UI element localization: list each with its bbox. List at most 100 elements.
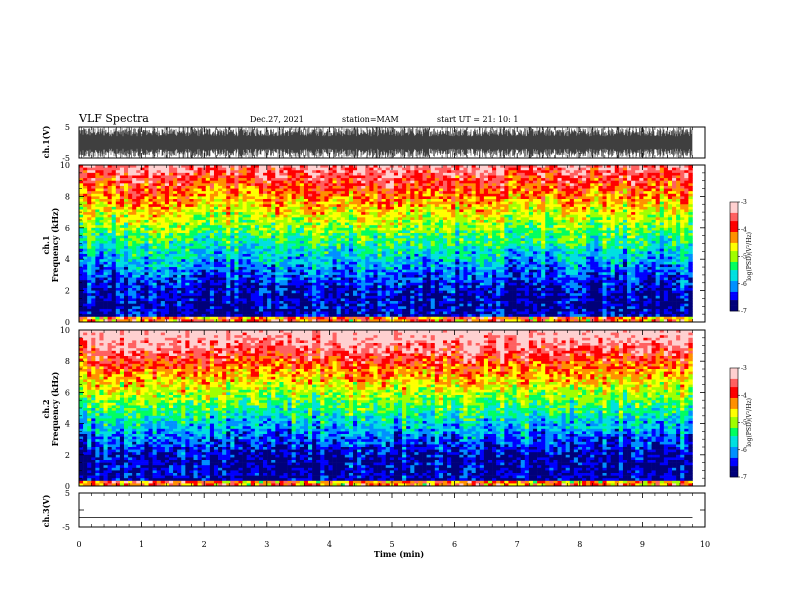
spectrogram-cell: [123, 272, 129, 276]
spectrogram-cell: [230, 165, 235, 168]
spectrogram-cell: [271, 264, 276, 268]
spectrogram-cell: [95, 243, 100, 247]
spectrogram-cell: [291, 196, 297, 200]
spectrogram-cell: [361, 165, 366, 168]
spectrogram-cell: [258, 303, 264, 307]
spectrogram-cell: [189, 222, 194, 226]
spectrogram-cell: [168, 165, 174, 168]
spectrogram-cell: [168, 246, 174, 250]
spectrogram-cell: [287, 193, 292, 197]
spectrogram-cell: [267, 191, 272, 195]
spectrogram-cell: [91, 264, 96, 268]
spectrogram-cell: [398, 217, 403, 221]
spectrogram-cell: [226, 170, 231, 174]
spectrogram-cell: [209, 282, 215, 286]
spectrogram-cell: [271, 272, 276, 276]
spectrogram-cell: [107, 209, 113, 213]
spectrogram-cell: [119, 175, 125, 179]
spectrogram-cell: [238, 290, 243, 294]
spectrogram-cell: [234, 287, 239, 291]
spectrogram-cell: [340, 251, 346, 255]
spectrogram-cell: [332, 301, 337, 304]
spectrogram-cell: [197, 306, 202, 310]
spectrogram-cell: [83, 308, 88, 312]
spectrogram-cell: [303, 214, 309, 218]
spectrogram-cell: [275, 199, 280, 202]
spectrogram-cell: [353, 212, 358, 216]
spectrogram-cell: [148, 191, 153, 195]
spectrogram-cell: [344, 214, 350, 218]
spectrogram-cell: [185, 246, 190, 250]
spectrogram-cell: [107, 311, 113, 315]
spectrogram-cell: [95, 175, 100, 179]
spectrogram-cell: [148, 251, 153, 255]
spectrogram-cell: [271, 206, 276, 210]
spectrogram-cell: [353, 259, 358, 263]
spectrogram-cell: [148, 272, 153, 276]
spectrogram-cell: [79, 204, 84, 208]
spectrogram-cell: [365, 253, 370, 257]
spectrogram-cell: [156, 259, 162, 263]
spectrogram-cell: [144, 193, 149, 197]
spectrogram-cell: [226, 240, 231, 244]
spectrogram-cell: [213, 308, 219, 312]
spectrogram-cell: [246, 217, 252, 221]
spectrogram-cell: [99, 243, 104, 247]
spectrogram-cell: [209, 222, 215, 226]
spectrogram-cell: [152, 264, 158, 268]
spectrogram-cell: [230, 219, 235, 223]
spectrogram-cell: [99, 219, 104, 223]
spectrogram-cell: [402, 217, 407, 221]
spectrogram-cell: [144, 188, 149, 192]
spectrogram-cell: [152, 206, 158, 210]
spectrogram-cell: [156, 235, 162, 239]
spectrogram-cell: [295, 251, 301, 255]
spectrogram-cell: [164, 274, 170, 278]
spectrogram-cell: [385, 274, 391, 278]
spectrogram-cell: [173, 319, 178, 323]
spectrogram-cell: [193, 267, 198, 270]
spectrogram-cell: [177, 293, 182, 297]
spectrogram-cell: [316, 185, 321, 189]
spectrogram-cell: [83, 264, 88, 268]
spectrogram-cell: [79, 172, 84, 176]
spectrogram-cell: [377, 261, 382, 265]
spectrogram-cell: [164, 272, 170, 276]
spectrogram-cell: [320, 238, 325, 242]
spectrogram-cell: [254, 175, 260, 179]
spectrogram-cell: [99, 256, 104, 260]
spectrogram-cell: [152, 191, 158, 195]
spectrogram-cell: [226, 277, 231, 281]
spectrogram-cell: [267, 193, 272, 197]
spectrogram-cell: [254, 301, 260, 304]
spectrogram-cell: [344, 188, 350, 192]
spectrogram-cell: [295, 227, 301, 231]
spectrogram-cell: [291, 290, 297, 294]
spectrogram-cell: [156, 293, 162, 297]
spectrogram-cell: [111, 175, 117, 179]
spectrogram-cell: [238, 308, 243, 312]
spectrogram-cell: [402, 295, 407, 299]
spectrogram-cell: [398, 238, 403, 242]
spectrogram-cell: [148, 183, 153, 187]
spectrogram-cell: [299, 261, 305, 265]
spectrogram-cell: [103, 206, 108, 210]
spectrogram-cell: [348, 230, 354, 234]
spectrogram-cell: [189, 238, 194, 242]
spectrogram-cell: [344, 308, 350, 312]
spectrogram-cell: [344, 316, 350, 320]
spectrogram-cell: [168, 175, 174, 179]
spectrogram-cell: [156, 233, 162, 236]
spectrogram-cell: [283, 193, 288, 197]
spectrogram-cell: [263, 212, 268, 216]
spectrogram-cell: [263, 217, 268, 221]
spectrogram-cell: [160, 201, 166, 205]
spectrogram-cell: [279, 193, 284, 197]
spectrogram-cell: [107, 253, 113, 257]
spectrogram-cell: [299, 287, 305, 291]
spectrogram-cell: [132, 193, 137, 197]
spectrogram-cell: [99, 280, 104, 284]
spectrogram-cell: [140, 285, 145, 289]
spectrogram-cell: [402, 306, 407, 310]
spectrogram-cell: [132, 196, 137, 200]
